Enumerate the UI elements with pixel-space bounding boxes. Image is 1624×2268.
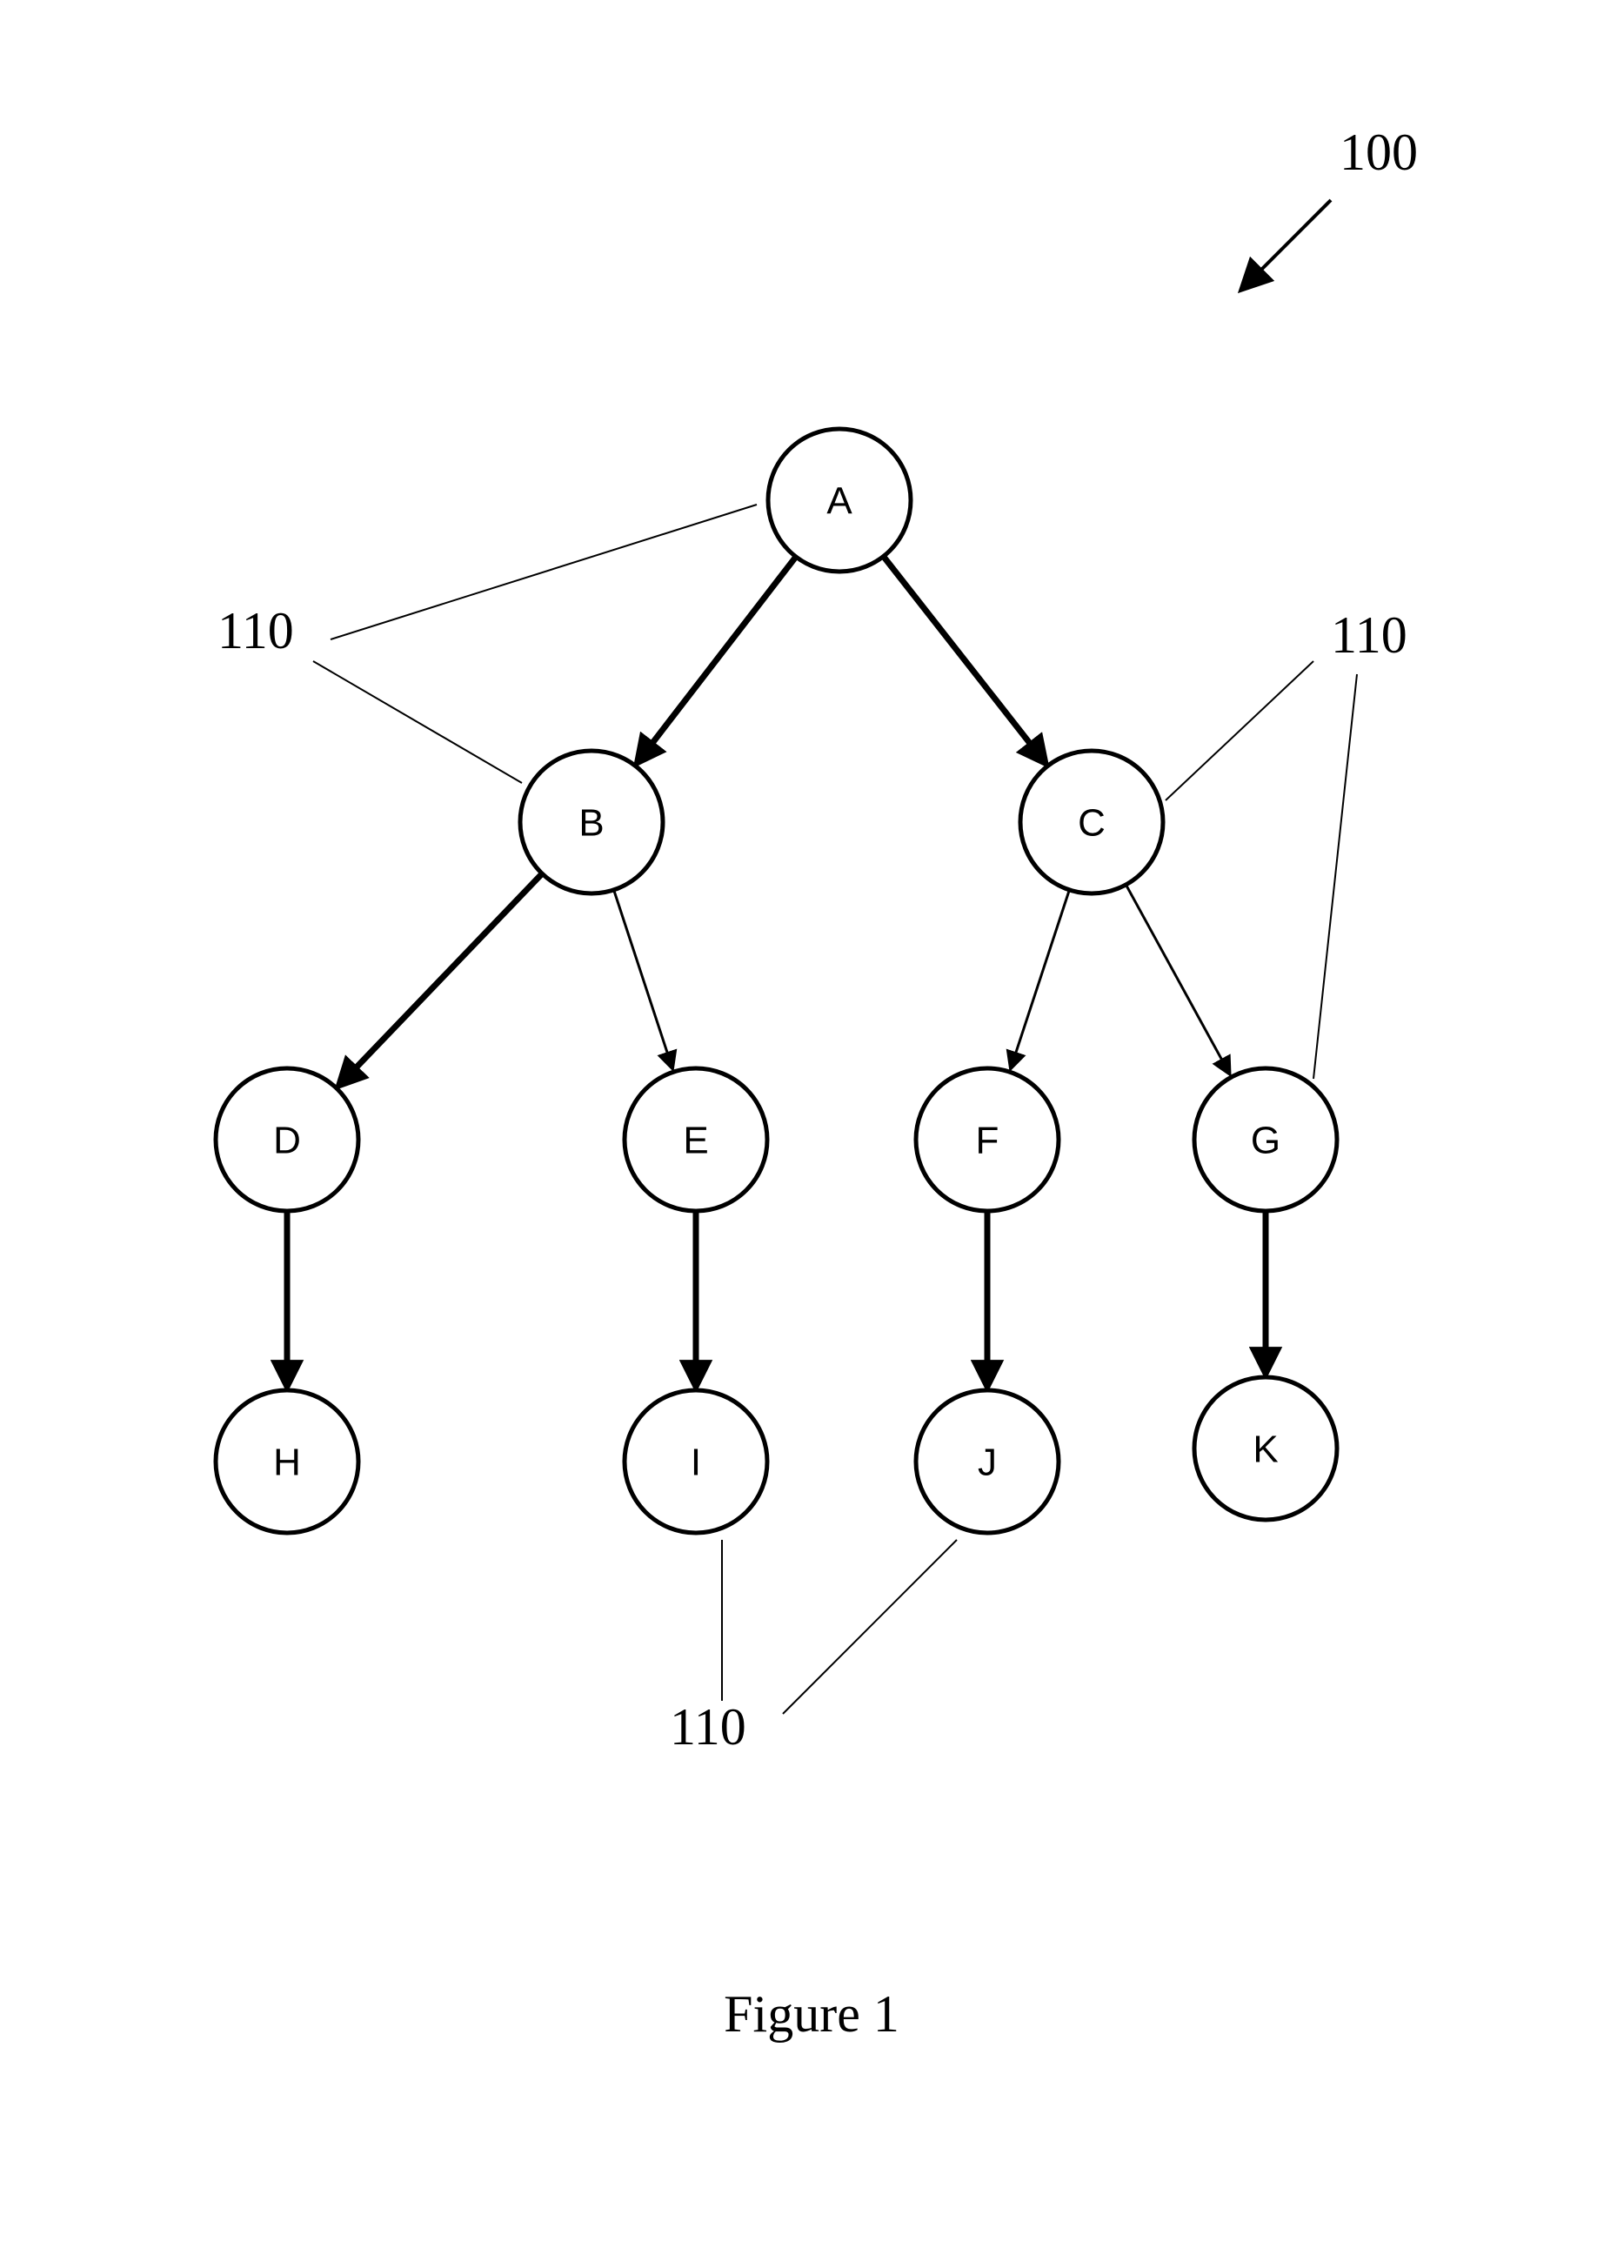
node-label: E bbox=[683, 1120, 708, 1162]
node-B: B bbox=[520, 751, 663, 893]
edge-A-C bbox=[884, 557, 1045, 762]
callout-label: 110 bbox=[670, 1698, 746, 1756]
edge-C-G bbox=[1126, 885, 1228, 1073]
callout-110-3: 110 bbox=[670, 1540, 957, 1756]
node-D: D bbox=[216, 1068, 358, 1211]
edge-C-F bbox=[1011, 890, 1069, 1067]
callout-100-0: 100 bbox=[1244, 124, 1418, 287]
callout-line-0 bbox=[331, 505, 757, 639]
node-G: G bbox=[1194, 1068, 1337, 1211]
node-A: A bbox=[768, 429, 911, 572]
callout-110-1: 110 bbox=[217, 505, 757, 783]
node-H: H bbox=[216, 1390, 358, 1533]
callout-label: 100 bbox=[1340, 124, 1418, 181]
node-label: G bbox=[1251, 1120, 1280, 1162]
nodes: A B C D E F G H I J K bbox=[216, 429, 1337, 1533]
tree-diagram: A B C D E F G H I J K 100 110 110 110 Figure 1 bbox=[0, 0, 1624, 2268]
node-label: H bbox=[273, 1442, 301, 1484]
callout-label: 110 bbox=[217, 602, 294, 659]
node-I: I bbox=[625, 1390, 767, 1533]
node-label: J bbox=[978, 1442, 997, 1484]
callout-line-1 bbox=[1313, 674, 1357, 1079]
callout-label: 110 bbox=[1331, 606, 1407, 664]
callout-line-1 bbox=[783, 1540, 957, 1714]
node-label: I bbox=[691, 1442, 701, 1484]
callout-line-1 bbox=[313, 661, 522, 783]
callout-line-0 bbox=[1166, 661, 1313, 800]
edge-A-B bbox=[638, 557, 796, 761]
figure-caption: Figure 1 bbox=[724, 1985, 899, 2043]
node-label: D bbox=[273, 1120, 301, 1162]
node-K: K bbox=[1194, 1377, 1337, 1520]
edge-B-D bbox=[340, 873, 542, 1084]
callout-arrow bbox=[1244, 200, 1331, 287]
edge-B-E bbox=[614, 890, 672, 1067]
callout-110-2: 110 bbox=[1166, 606, 1407, 1079]
node-label: B bbox=[578, 802, 604, 845]
node-label: F bbox=[976, 1120, 999, 1162]
edges bbox=[287, 557, 1266, 1385]
node-label: K bbox=[1253, 1428, 1278, 1471]
node-E: E bbox=[625, 1068, 767, 1211]
node-F: F bbox=[916, 1068, 1059, 1211]
node-J: J bbox=[916, 1390, 1059, 1533]
node-label: A bbox=[826, 480, 852, 523]
node-label: C bbox=[1078, 802, 1106, 845]
node-C: C bbox=[1020, 751, 1163, 893]
